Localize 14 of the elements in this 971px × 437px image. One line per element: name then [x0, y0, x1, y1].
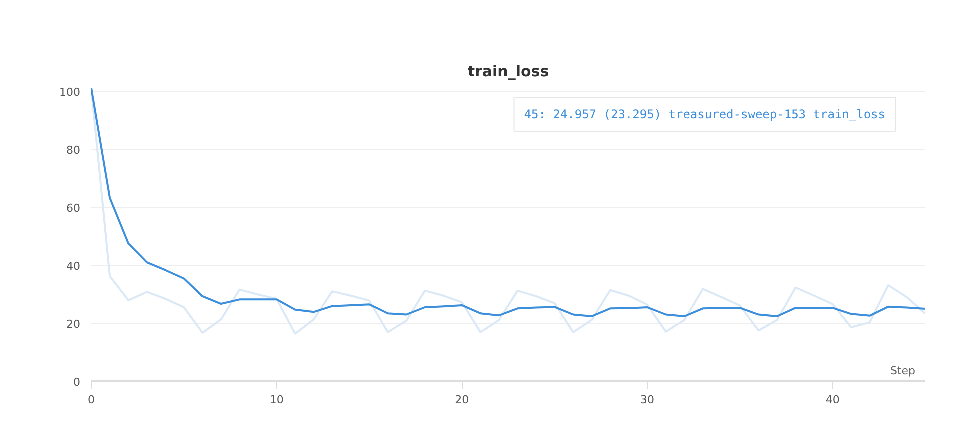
annotation: 45: 24.957 (23.295) treasured-sweep-153 train_loss [524, 108, 886, 122]
x-tick-label: 40 [826, 394, 840, 406]
y-tick-label: 100 [60, 86, 81, 99]
chart-title: train_loss [468, 62, 550, 80]
x-tick-label: 30 [640, 394, 654, 406]
y-tick-label: 0 [74, 376, 80, 389]
y-tick-label: 20 [66, 318, 81, 331]
y-tick-label: 40 [66, 260, 81, 273]
y-tick-label: 80 [66, 144, 81, 157]
x-tick-label: 10 [270, 394, 284, 406]
y-tick-label: 60 [66, 202, 81, 215]
x-tick-label: 0 [88, 394, 95, 406]
x-tick-label: 20 [455, 394, 470, 406]
x-axis-title: Step [890, 364, 916, 378]
